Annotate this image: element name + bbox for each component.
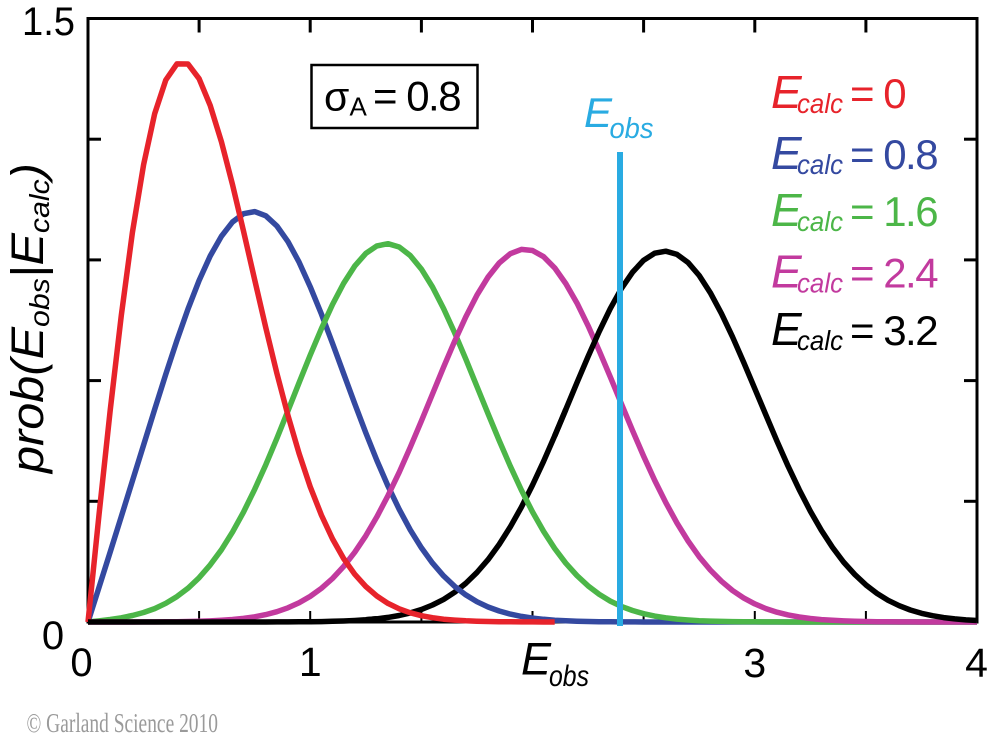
svg-text:1.5: 1.5 xyxy=(22,0,75,44)
svg-text:1: 1 xyxy=(299,639,322,685)
svg-text:E: E xyxy=(521,634,552,685)
svg-text:calc: calc xyxy=(797,149,843,180)
svg-text:calc: calc xyxy=(797,206,843,237)
svg-text:A: A xyxy=(350,92,368,122)
svg-text:obs: obs xyxy=(610,113,654,145)
svg-text:E: E xyxy=(771,66,803,118)
svg-text:E: E xyxy=(771,303,803,355)
svg-text:E: E xyxy=(771,246,803,298)
svg-text:= 0.8: = 0.8 xyxy=(373,73,460,120)
svg-text:= 0.8: = 0.8 xyxy=(850,131,937,178)
svg-text:E: E xyxy=(771,127,803,179)
svg-text:E: E xyxy=(771,184,803,236)
svg-text:0: 0 xyxy=(42,614,64,658)
svg-text:= 0: = 0 xyxy=(850,70,905,117)
svg-text:= 1.6: = 1.6 xyxy=(850,188,937,235)
svg-text:calc: calc xyxy=(797,268,843,299)
svg-text:E: E xyxy=(584,89,613,136)
svg-text:0: 0 xyxy=(70,641,92,685)
svg-text:© Garland Science 2010: © Garland Science 2010 xyxy=(27,708,219,738)
svg-text:3: 3 xyxy=(743,640,766,686)
svg-text:σ: σ xyxy=(324,74,349,120)
svg-text:= 3.2: = 3.2 xyxy=(850,307,937,354)
svg-text:obs: obs xyxy=(549,660,589,693)
svg-text:4: 4 xyxy=(965,640,988,686)
svg-text:= 2.4: = 2.4 xyxy=(850,250,938,297)
svg-text:calc: calc xyxy=(797,325,843,356)
svg-text:calc: calc xyxy=(797,88,843,119)
